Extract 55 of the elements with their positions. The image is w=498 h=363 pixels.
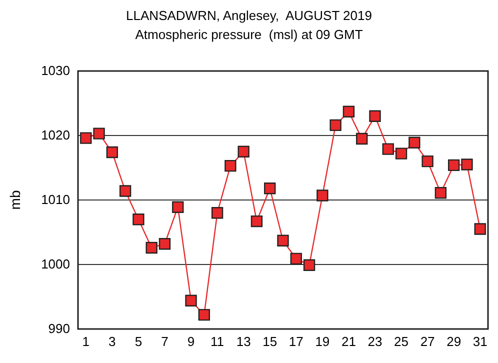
x-tick-label: 5 [134,334,142,350]
point [356,132,368,145]
point [395,148,408,160]
point [132,214,144,226]
y-tick-label: 1010 [41,192,70,208]
x-tick-label: 31 [472,334,488,350]
point [93,128,105,140]
y-tick-label: 1030 [41,63,70,78]
x-tick-label: 21 [341,334,356,350]
point [303,259,316,271]
point [474,223,486,235]
point [316,190,328,202]
x-tick-label: 13 [236,334,251,350]
point [422,155,434,168]
point [330,119,342,132]
x-tick-label: 25 [394,334,409,350]
point [461,158,473,170]
x-tick-label: 23 [368,334,382,350]
point [250,215,263,228]
point [448,159,460,172]
point [158,238,171,250]
point [264,182,276,194]
point [106,146,118,158]
x-tick-label: 29 [446,334,462,350]
y-tick-label: 990 [48,321,70,336]
point [290,252,302,265]
x-tick-label: 1 [82,334,90,350]
x-tick-label: 3 [108,334,116,350]
point [342,106,355,118]
point [382,143,394,155]
point [172,201,184,213]
x-tick-label: 17 [288,334,304,350]
x-tick-label: 9 [187,334,195,350]
point [277,234,289,246]
x-tick-label: 7 [161,334,168,350]
x-tick-label: 19 [315,334,330,350]
point [211,207,224,219]
point [434,187,447,199]
point [198,308,210,321]
point [119,185,132,197]
point [238,146,250,158]
point [146,242,158,254]
x-tick-label: 27 [420,334,435,350]
point [80,132,92,144]
y-axis-title: mb [7,190,23,210]
x-tick-label: 15 [262,334,278,350]
point [408,136,420,148]
point [185,294,197,306]
chart-subtitle: Atmospheric pressure (msl) at 09 GMT [135,27,363,42]
x-tick-label: 11 [210,334,224,350]
point [224,160,236,172]
point [369,110,381,122]
chart-title: LLANSADWRN, Anglesey, AUGUST 2019 [126,8,372,23]
y-tick-label: 1020 [41,128,70,143]
y-tick-label: 1000 [41,256,70,272]
